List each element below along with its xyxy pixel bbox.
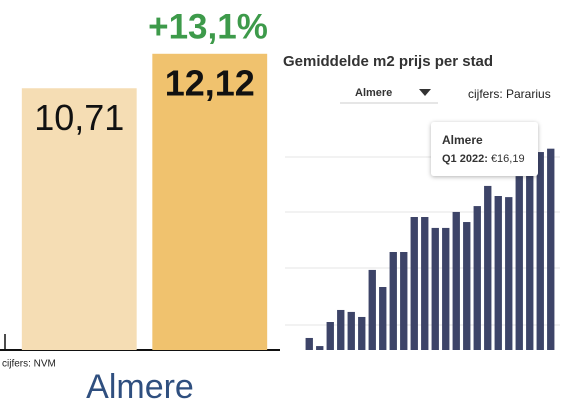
dropdown-arrow[interactable] <box>419 89 431 96</box>
tooltip-value: €16,19 <box>491 153 525 165</box>
bars <box>305 148 555 350</box>
bar <box>473 206 481 350</box>
source: cijfers: NVM <box>2 359 56 370</box>
dropdown[interactable]: Almere <box>340 87 438 104</box>
city-label: Almere <box>86 368 194 406</box>
bar <box>400 252 408 350</box>
dropdown-value[interactable]: Almere <box>355 87 392 99</box>
bar <box>515 176 523 350</box>
bar <box>410 217 418 350</box>
tooltip: Almere Q1 2022: €16,19 <box>431 122 538 176</box>
bar <box>484 185 492 350</box>
bar <box>526 161 534 350</box>
bar <box>358 316 366 350</box>
bar <box>431 227 439 350</box>
bar <box>368 269 376 350</box>
tooltip-title: Almere <box>442 133 483 147</box>
bar <box>536 152 544 350</box>
change-annotation: +13,1% <box>148 7 268 46</box>
value-label: 10,71 <box>34 97 124 138</box>
bar <box>505 197 513 350</box>
bar <box>421 217 429 350</box>
bar <box>494 196 502 350</box>
tooltip-box <box>431 122 538 176</box>
bar <box>347 311 355 350</box>
bar <box>337 309 345 350</box>
bar <box>152 53 268 350</box>
tooltip-line: Q1 2022: €16,19 <box>442 153 525 165</box>
bar <box>21 88 137 350</box>
bar <box>316 346 324 350</box>
source: cijfers: Pararius <box>468 87 551 101</box>
bar <box>547 148 555 350</box>
bar <box>442 227 450 350</box>
bar <box>463 222 471 350</box>
bar <box>389 252 397 350</box>
chart-title: Gemiddelde m2 prijs per stad <box>283 53 493 70</box>
bar <box>452 211 460 350</box>
tooltip-label: Q1 2022: <box>442 153 488 165</box>
bar <box>326 322 334 350</box>
bar <box>379 287 387 350</box>
bar <box>305 337 313 350</box>
value-label: 12,12 <box>165 62 255 103</box>
